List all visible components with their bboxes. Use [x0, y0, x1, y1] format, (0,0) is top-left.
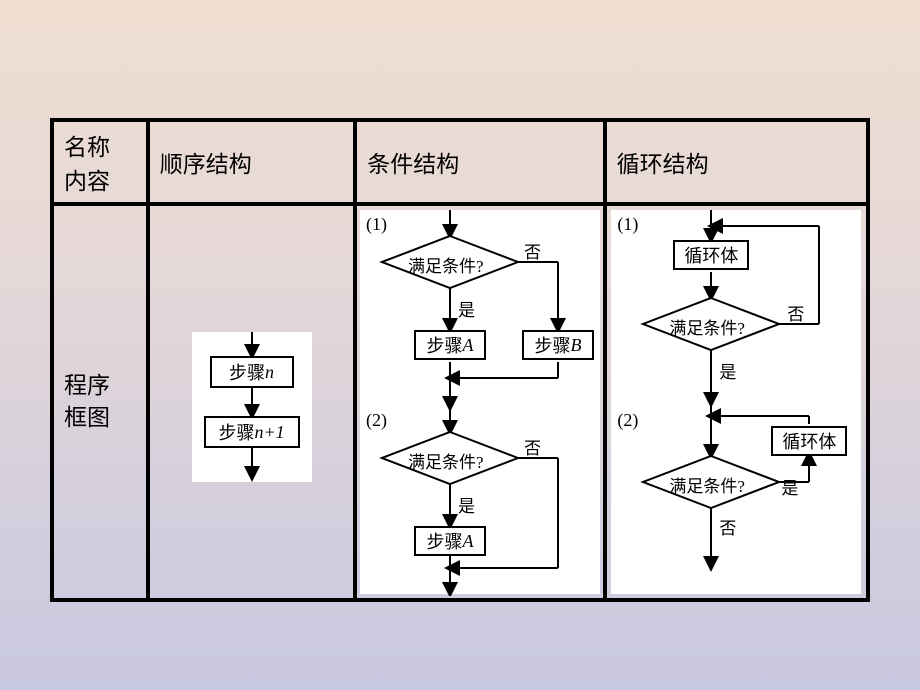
loop2-yes: 是 — [781, 474, 798, 499]
cond-arrows-1 — [360, 210, 600, 410]
seq-step-n: 步骤n — [210, 356, 294, 388]
table-header-row: 名称 内容 顺序结构 条件结构 循环结构 — [54, 122, 866, 206]
loop1-yes: 是 — [719, 358, 736, 383]
loop-cell: (1) 循环体 — [607, 206, 866, 598]
cond-flowchart: (1) 满足条件? — [360, 210, 600, 594]
body-rowlabel-2: 框图 — [64, 402, 110, 434]
body-rowlabel-1: 程序 — [64, 370, 110, 402]
cond1-no: 否 — [524, 238, 541, 263]
header-rowlabel-1: 名称 — [64, 128, 136, 162]
cond1-stepA-text: 步骤 — [426, 332, 462, 358]
cond2-stepA: 步骤A — [414, 526, 486, 556]
seq-step-n1: 步骤n+1 — [204, 416, 300, 448]
loop2-q: 满足条件? — [669, 472, 745, 497]
cond1-A: A — [462, 335, 473, 356]
structure-table: 名称 内容 顺序结构 条件结构 循环结构 程序 框图 步骤n — [50, 118, 870, 602]
header-rowlabel: 名称 内容 — [54, 122, 150, 202]
cond1-stepA: 步骤A — [414, 330, 486, 360]
cond-arrows-2 — [360, 406, 600, 596]
loop2-no: 否 — [719, 514, 736, 539]
header-col4: 循环结构 — [607, 122, 866, 202]
cond2-A: A — [462, 531, 473, 552]
header-col4-text: 循环结构 — [617, 145, 856, 179]
cond1-stepB-text: 步骤 — [534, 332, 570, 358]
loop1-body: 循环体 — [673, 240, 749, 270]
seq-n: n — [265, 362, 274, 383]
cond2-q: 满足条件? — [408, 448, 484, 473]
seq-arrows — [192, 332, 312, 482]
cond-cell: (1) 满足条件? — [357, 206, 606, 598]
header-col2-text: 顺序结构 — [160, 145, 343, 179]
loop-flowchart: (1) 循环体 — [611, 210, 861, 594]
cond2-no: 否 — [524, 434, 541, 459]
seq-flowchart: 步骤n 步骤n+1 — [192, 332, 312, 482]
table-body-row: 程序 框图 步骤n 步骤n+1 — [54, 206, 866, 598]
seq-step-n-text: 步骤 — [229, 359, 265, 385]
loop1-q: 满足条件? — [669, 314, 745, 339]
loop1-body-text: 循环体 — [684, 242, 738, 268]
seq-n1: n+1 — [254, 422, 284, 443]
seq-cell: 步骤n 步骤n+1 — [150, 206, 357, 598]
header-col3-text: 条件结构 — [367, 145, 592, 179]
loop2-body-text: 循环体 — [782, 428, 836, 454]
header-col3: 条件结构 — [357, 122, 606, 202]
cond1-stepB: 步骤B — [522, 330, 594, 360]
cond2-yes: 是 — [458, 492, 475, 517]
seq-step-n1-text: 步骤 — [218, 419, 254, 445]
loop1-no: 否 — [787, 300, 804, 325]
cond2-stepA-text: 步骤 — [426, 528, 462, 554]
cond1-B: B — [570, 335, 581, 356]
body-rowlabel: 程序 框图 — [54, 206, 150, 598]
loop2-body: 循环体 — [771, 426, 847, 456]
header-col2: 顺序结构 — [150, 122, 357, 202]
cond1-yes: 是 — [458, 296, 475, 321]
cond1-q: 满足条件? — [408, 252, 484, 277]
header-rowlabel-2: 内容 — [64, 162, 136, 196]
